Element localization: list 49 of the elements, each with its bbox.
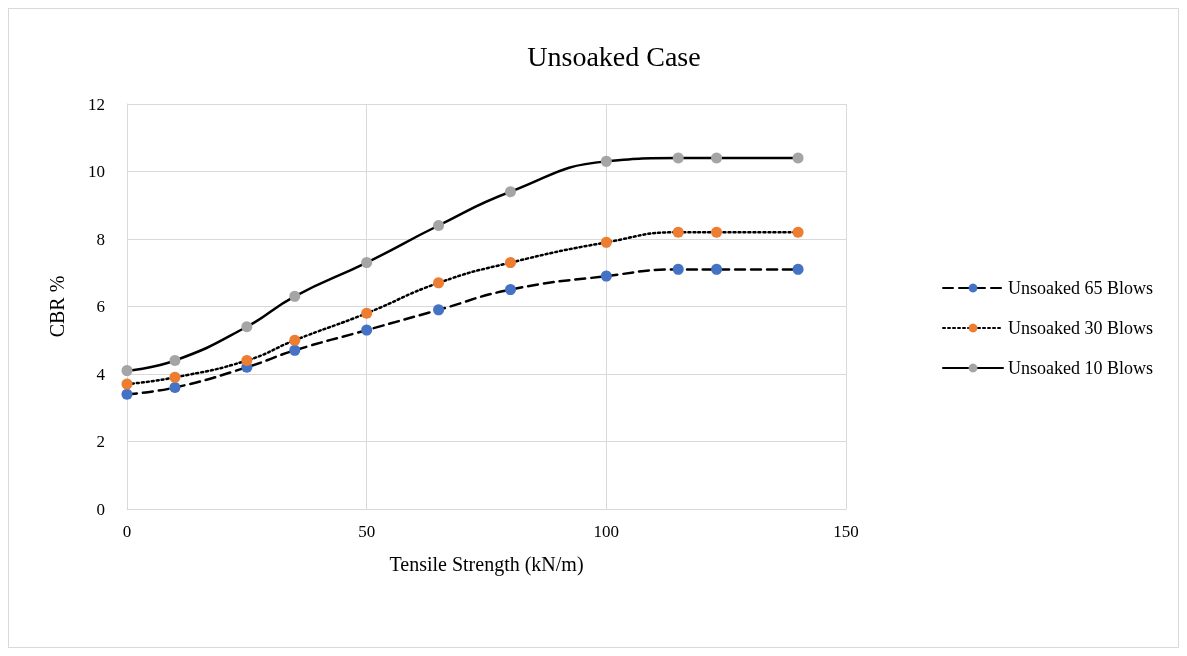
point [600, 236, 612, 248]
point [121, 378, 133, 390]
legend-label: Unsoaked 65 Blows [1008, 278, 1154, 298]
point [169, 355, 181, 366]
point [711, 263, 723, 275]
x-tick-label: 100 [593, 522, 620, 541]
y-axis-title: CBR % [46, 275, 68, 338]
point [361, 324, 373, 336]
point [241, 355, 253, 366]
chart-title: Unsoaked Case [527, 40, 701, 72]
point [600, 155, 612, 167]
point [672, 152, 684, 164]
y-tick-label: 4 [96, 364, 106, 384]
y-tick-label: 2 [96, 432, 105, 451]
point [433, 277, 445, 289]
y-tick-label: 12 [88, 94, 105, 114]
point [504, 257, 516, 269]
point [361, 257, 373, 269]
point [504, 284, 516, 296]
y-tick-label: 8 [96, 229, 105, 249]
point [169, 382, 181, 393]
point [433, 220, 445, 231]
point [361, 307, 373, 319]
y-tick-label: 10 [88, 162, 105, 181]
x-tick-label: 0 [122, 522, 132, 541]
legend-label: Unsoaked 30 Blows [1008, 318, 1154, 338]
point [169, 371, 181, 383]
point [672, 263, 684, 275]
x-tick-label: 50 [358, 522, 376, 541]
point [672, 226, 684, 238]
point [504, 186, 516, 198]
point [792, 226, 804, 238]
point [289, 344, 301, 356]
point [289, 334, 301, 346]
point [600, 270, 612, 282]
legend-label: Unsoaked 10 Blows [1008, 358, 1154, 378]
y-tick-label: 6 [96, 297, 105, 316]
x-tick-label: 150 [833, 522, 859, 541]
x-axis-title: Tensile Strength (kN/m) [389, 553, 584, 576]
point [433, 304, 445, 316]
point [711, 226, 723, 238]
point [289, 290, 301, 302]
point [711, 152, 723, 164]
point [792, 152, 804, 164]
point [121, 365, 133, 377]
y-tick-label: 0 [96, 499, 105, 519]
point [121, 388, 133, 400]
point [241, 321, 253, 333]
point [792, 263, 804, 275]
